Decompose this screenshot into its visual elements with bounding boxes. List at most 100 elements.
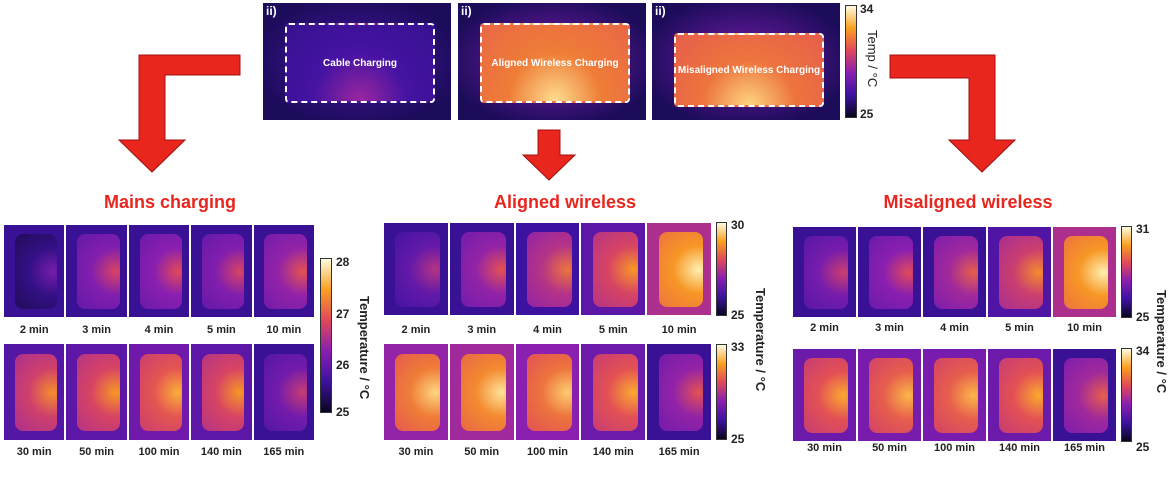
phone-heat-map (527, 353, 572, 432)
colorbar-max: 34 (1136, 344, 1150, 358)
time-label: 5 min (598, 324, 628, 336)
thermal-image-aligned: ii) Aligned Wireless Charging (458, 3, 646, 120)
thermal-image (792, 348, 857, 442)
thermal-image (65, 224, 128, 318)
thermal-image (3, 343, 66, 441)
colorbar-misaligned-bottom (1121, 348, 1132, 442)
image-label: Aligned Wireless Charging (491, 57, 619, 69)
panel-title-mains: Mains charging (103, 192, 237, 212)
phone-heat-map (202, 234, 245, 309)
time-label: 10 min (266, 324, 302, 336)
time-label: 165 min (1064, 442, 1105, 454)
thermal-image (65, 343, 128, 441)
colorbar-label: Temperature / °C (357, 296, 372, 400)
panel-title-aligned: Aligned wireless (493, 192, 637, 212)
thermal-image (252, 343, 315, 441)
colorbar-mains (320, 258, 332, 413)
thermal-image (3, 224, 66, 318)
phone-heat-map (202, 353, 245, 432)
image-label: Misaligned Wireless Charging (677, 64, 821, 76)
phone-heat-map (999, 358, 1044, 433)
colorbar-min: 25 (1136, 310, 1150, 324)
time-label: 4 min (940, 322, 969, 334)
thermal-image (190, 343, 253, 441)
phone-heat-map (804, 358, 849, 433)
thermal-image (857, 226, 922, 318)
colorbar-tick: 27 (336, 307, 350, 321)
colorbar-aligned-bottom (716, 344, 727, 440)
time-label: 100 min (934, 442, 975, 454)
phone-heat-map (264, 234, 307, 309)
thermal-image (252, 224, 315, 318)
time-label: 3 min (875, 322, 904, 334)
thermal-image (792, 226, 857, 318)
thermal-image (1052, 226, 1117, 318)
thermal-image (514, 343, 581, 441)
thermal-image (580, 222, 647, 316)
panel-tag: ii) (461, 4, 472, 18)
panel-title-misaligned: Misaligned wireless (883, 192, 1053, 212)
thermal-image (857, 348, 922, 442)
panel-tag: ii) (266, 4, 277, 18)
phone-heat-map (934, 236, 979, 309)
colorbar-misaligned-top (1121, 226, 1132, 318)
colorbar-min: 25 (1136, 440, 1150, 454)
time-label: 5 min (207, 324, 236, 336)
time-label: 50 min (464, 446, 500, 458)
time-label: 4 min (144, 324, 174, 336)
arrow-left (117, 54, 241, 173)
colorbar-tick: 28 (336, 255, 350, 269)
thermal-image (127, 224, 191, 318)
time-label: 30 min (807, 442, 842, 454)
thermal-image (383, 343, 449, 441)
thermal-image (646, 343, 712, 441)
phone-heat-map (1064, 236, 1109, 309)
colorbar-label: Temperature / °C (1154, 290, 1169, 394)
phone-heat-map (592, 232, 638, 307)
time-label: 165 min (658, 446, 700, 458)
time-label: 100 min (138, 446, 180, 458)
colorbar-max: 31 (1136, 222, 1150, 236)
colorbar-label: Temperature / °C (753, 288, 768, 392)
phone-heat-map (139, 234, 182, 309)
time-label: 50 min (79, 446, 115, 458)
phone-heat-map (264, 353, 307, 432)
time-label: 2 min (19, 324, 49, 336)
arrow-right (889, 54, 1017, 173)
phone-heat-map (527, 232, 572, 307)
time-label: 100 min (527, 446, 568, 458)
thermal-image (922, 226, 987, 318)
colorbar-min: 25 (731, 432, 745, 446)
phone-heat-map (461, 232, 506, 307)
phone-heat-map (77, 353, 120, 432)
phone-heat-map (395, 353, 441, 432)
phone-outline: Cable Charging (285, 23, 435, 103)
thermal-image (448, 343, 515, 441)
phone-heat-map (869, 236, 914, 309)
colorbar-top (845, 5, 857, 118)
phone-outline: Aligned Wireless Charging (480, 23, 630, 103)
phone-heat-map (658, 232, 704, 307)
time-label: 30 min (398, 446, 434, 458)
arrows (117, 54, 1017, 181)
time-label: 2 min (810, 322, 839, 334)
thermal-image (127, 343, 191, 441)
phone-heat-map (14, 234, 58, 309)
time-label: 165 min (263, 446, 305, 458)
phone-heat-map (869, 358, 914, 433)
time-label: 2 min (401, 324, 431, 336)
time-label: 3 min (82, 324, 111, 336)
thermal-image (987, 348, 1052, 442)
thermal-image (190, 224, 253, 318)
thermal-image (922, 348, 987, 442)
thermal-image (1052, 348, 1117, 442)
time-label: 10 min (1067, 322, 1102, 334)
phone-heat-map (999, 236, 1044, 309)
time-label: 140 min (592, 446, 634, 458)
phone-heat-map (1064, 358, 1109, 433)
phone-heat-map (139, 353, 182, 432)
thermal-image (383, 222, 449, 316)
thermal-image (987, 226, 1052, 318)
phone-heat-map (658, 353, 704, 432)
